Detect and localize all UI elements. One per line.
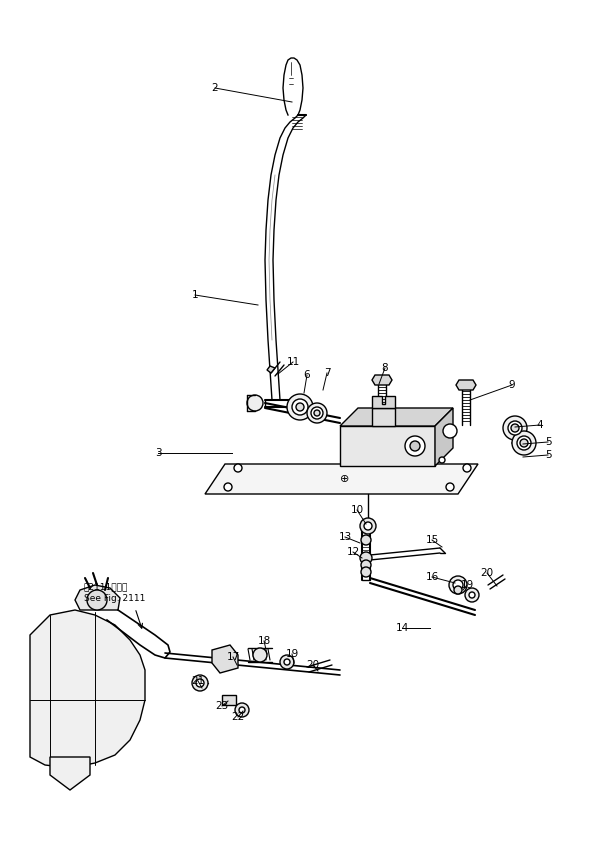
Circle shape (87, 590, 107, 610)
Polygon shape (75, 585, 120, 610)
Text: 3: 3 (155, 448, 162, 458)
Circle shape (508, 421, 522, 435)
Circle shape (520, 439, 528, 447)
Text: 19: 19 (285, 649, 299, 659)
Circle shape (503, 416, 527, 440)
Text: 4: 4 (537, 420, 543, 430)
Circle shape (311, 407, 323, 419)
Text: 第2111図参照
See Fig. 2111: 第2111図参照 See Fig. 2111 (84, 582, 146, 603)
Polygon shape (205, 464, 478, 494)
Circle shape (361, 560, 371, 570)
Text: 23: 23 (215, 701, 229, 711)
Circle shape (465, 588, 479, 602)
Circle shape (284, 659, 290, 665)
Circle shape (360, 518, 376, 534)
Text: ⊕: ⊕ (340, 474, 349, 484)
Text: 21: 21 (192, 676, 204, 686)
Polygon shape (372, 396, 395, 408)
Text: 5: 5 (545, 437, 551, 447)
Text: 8: 8 (382, 363, 388, 373)
Text: 19: 19 (460, 580, 474, 590)
Circle shape (364, 522, 372, 530)
Polygon shape (50, 757, 90, 790)
Polygon shape (372, 375, 392, 385)
Circle shape (454, 586, 462, 594)
Text: 16: 16 (425, 572, 439, 582)
Text: 22: 22 (231, 712, 245, 722)
Circle shape (253, 648, 267, 662)
Text: 6: 6 (304, 370, 310, 380)
Circle shape (192, 675, 208, 691)
Text: 20: 20 (307, 660, 319, 670)
Text: 14: 14 (395, 623, 409, 633)
Polygon shape (456, 380, 476, 390)
Circle shape (280, 655, 294, 669)
Polygon shape (372, 408, 395, 426)
Circle shape (196, 679, 204, 687)
Text: 10: 10 (351, 505, 364, 515)
Circle shape (361, 567, 371, 577)
Polygon shape (340, 426, 435, 466)
Polygon shape (212, 645, 238, 673)
Circle shape (239, 707, 245, 713)
Circle shape (224, 483, 232, 491)
Circle shape (453, 580, 463, 590)
Circle shape (307, 403, 327, 423)
Text: 5: 5 (545, 450, 551, 460)
Polygon shape (267, 366, 275, 373)
Circle shape (361, 535, 371, 545)
Polygon shape (30, 610, 145, 768)
Text: 1: 1 (192, 290, 198, 300)
Text: 11: 11 (286, 357, 300, 367)
Text: 12: 12 (346, 547, 360, 557)
Circle shape (443, 424, 457, 438)
Circle shape (439, 457, 445, 463)
Circle shape (234, 464, 242, 472)
Text: 2: 2 (212, 83, 218, 93)
Circle shape (360, 552, 372, 564)
Text: 9: 9 (509, 380, 515, 390)
Text: 7: 7 (324, 368, 330, 378)
Circle shape (469, 592, 475, 598)
Text: 17: 17 (226, 652, 240, 662)
Circle shape (446, 483, 454, 491)
Circle shape (235, 703, 249, 717)
Circle shape (512, 431, 536, 455)
Circle shape (247, 395, 263, 411)
Circle shape (410, 441, 420, 451)
Text: 13: 13 (338, 532, 352, 542)
Polygon shape (340, 408, 453, 426)
Circle shape (449, 576, 467, 594)
Text: 20: 20 (480, 568, 493, 578)
Circle shape (463, 464, 471, 472)
Text: 18: 18 (258, 636, 271, 646)
Bar (222, 695, 236, 705)
Circle shape (296, 403, 304, 411)
Circle shape (292, 399, 308, 415)
Polygon shape (435, 408, 453, 466)
Circle shape (287, 394, 313, 420)
Circle shape (314, 410, 320, 416)
Circle shape (511, 424, 519, 432)
Circle shape (517, 436, 531, 450)
Text: 15: 15 (425, 535, 439, 545)
Circle shape (405, 436, 425, 456)
